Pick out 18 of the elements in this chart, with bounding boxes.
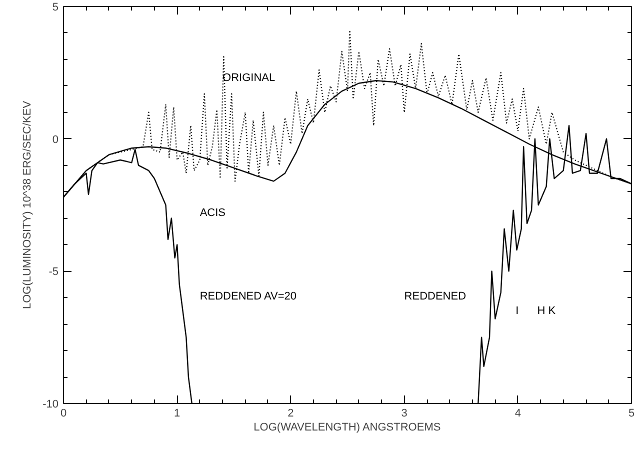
x-tick-label: 3 <box>401 408 408 420</box>
annotation: I <box>516 305 519 317</box>
x-axis-title: LOG(WAVELENGTH) ANGSTROEMS <box>254 422 441 434</box>
y-tick-label: -5 <box>48 266 58 278</box>
x-tick-label: 2 <box>288 408 294 420</box>
x-tick-label: 0 <box>60 408 67 420</box>
y-tick-label: -10 <box>42 398 59 410</box>
annotation: REDDENED <box>404 290 466 302</box>
annotation: ORIGINAL <box>222 72 276 84</box>
x-tick-label: 1 <box>174 408 180 420</box>
annotation: ACIS <box>200 206 226 219</box>
x-tick-label: 5 <box>628 408 635 420</box>
y-tick-label: 5 <box>52 2 59 14</box>
annotation: REDDENED AV=20 <box>200 290 297 302</box>
y-tick-label: 0 <box>52 134 59 146</box>
annotation: H K <box>537 305 556 317</box>
y-axis-title: LOG(LUMINOSITY) 10^38 ERG/SEC/KEV <box>22 100 34 310</box>
x-tick-label: 4 <box>514 408 521 420</box>
